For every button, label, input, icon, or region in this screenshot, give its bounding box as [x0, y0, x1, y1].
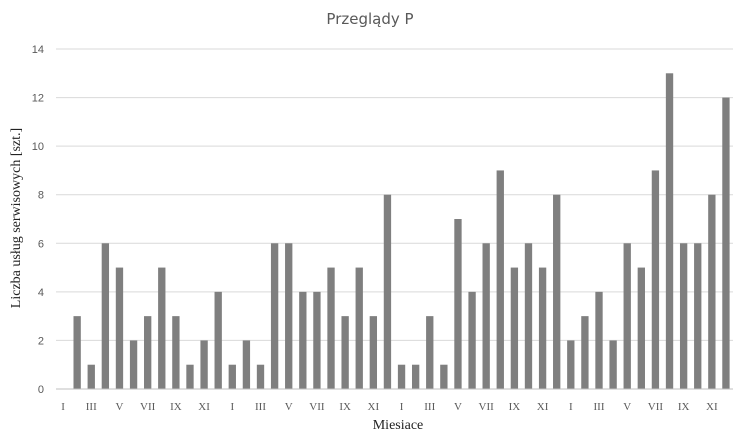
bar-23-xi [369, 316, 378, 389]
x-tick-label: I [61, 401, 65, 413]
bar-19-vii [313, 291, 321, 389]
bar-47-xi [708, 194, 716, 389]
y-tick-label: 14 [32, 44, 44, 56]
y-tick-label: 2 [38, 335, 44, 347]
bar-43-vii [651, 170, 660, 389]
x-tick-label: XI [368, 401, 380, 413]
bar-41-v [623, 243, 631, 389]
bar-39-iii [595, 291, 603, 389]
bar-42-vi [637, 267, 645, 389]
y-tick-label: 12 [32, 93, 44, 105]
bar-10-x [186, 364, 194, 389]
bar-40-iv [609, 340, 617, 389]
bar-2-ii [73, 316, 81, 389]
bar-46-x [694, 243, 702, 389]
bar-27-iii [426, 316, 434, 389]
gridlines [56, 48, 733, 341]
x-tick-label: V [285, 401, 293, 413]
x-tick-label: V [623, 401, 631, 413]
bar-4-iv [101, 243, 110, 389]
y-tick-label: 4 [38, 287, 44, 299]
x-tick-label: XI [537, 401, 549, 413]
bar-25-i [397, 364, 406, 389]
bar-11-xi [200, 340, 208, 389]
bar-13-i [228, 364, 236, 389]
bar-36-xii [553, 194, 561, 389]
bar-18-vi [299, 291, 307, 389]
bar-21-ix [341, 316, 349, 389]
bar-44-viii [665, 73, 674, 389]
bar-24-xii [383, 194, 392, 389]
bar-3-iii [87, 364, 95, 389]
bar-26-ii [411, 364, 420, 389]
x-tick-label: III [255, 401, 266, 413]
bar-31-vii [482, 243, 490, 389]
y-tick-label: 8 [38, 190, 44, 202]
y-axis-ticks: 0 2 4 6 8 10 12 14 [32, 44, 44, 396]
bar-22-x [355, 267, 363, 389]
x-tick-label: V [454, 401, 462, 413]
bar-34-x [524, 243, 533, 389]
x-tick-label: I [400, 401, 404, 413]
x-axis-label: Miesiace [373, 418, 424, 433]
bar-28-iv [440, 364, 448, 389]
bar-15-iii [256, 364, 265, 389]
bar-17-v [285, 243, 293, 389]
bar-9-ix [172, 316, 180, 389]
bar-32-viii [496, 170, 504, 389]
x-tick-label: VII [479, 401, 495, 413]
bar-29-v [454, 219, 462, 389]
bar-12-xii [214, 291, 222, 389]
bar-8-viii [158, 267, 166, 389]
bar-20-viii [327, 267, 335, 389]
x-tick-label: III [424, 401, 435, 413]
bar-14-ii [242, 340, 251, 389]
x-tick-label: XI [706, 401, 718, 413]
x-tick-label: IX [170, 401, 182, 413]
x-tick-label: VII [648, 401, 664, 413]
x-tick-label: IX [509, 401, 521, 413]
bar-6-vi [129, 340, 138, 389]
y-tick-label: 6 [38, 238, 44, 250]
x-tick-label: VII [140, 401, 156, 413]
y-axis-label: Liczba usług serwisowych [szt.] [9, 128, 24, 308]
x-tick-label: III [594, 401, 605, 413]
bars [73, 73, 730, 389]
x-tick-label: XI [198, 401, 210, 413]
bar-7-vii [144, 316, 152, 389]
bar-33-ix [510, 267, 519, 389]
x-axis-ticks: I III V VII IX XI I III V VII IX XI I III V VII IX XI I III… [61, 401, 718, 413]
bar-30-vi [468, 291, 476, 389]
bar-5-v [115, 267, 124, 389]
bar-16-iv [270, 243, 279, 389]
bar-45-ix [679, 243, 688, 389]
x-tick-label: I [569, 401, 573, 413]
x-tick-label: I [230, 401, 234, 413]
bar-37-i [567, 340, 575, 389]
y-tick-label: 10 [32, 141, 44, 153]
x-tick-label: IX [339, 401, 351, 413]
x-tick-label: III [86, 401, 97, 413]
bar-38-ii [581, 316, 589, 389]
bar-35-xi [538, 267, 547, 389]
chart-title: Przeglądy P [326, 10, 413, 28]
y-tick-label: 0 [38, 384, 44, 396]
x-tick-label: IX [678, 401, 690, 413]
x-tick-label: V [115, 401, 123, 413]
bar-48-xii [722, 97, 730, 389]
x-tick-label: VII [309, 401, 325, 413]
